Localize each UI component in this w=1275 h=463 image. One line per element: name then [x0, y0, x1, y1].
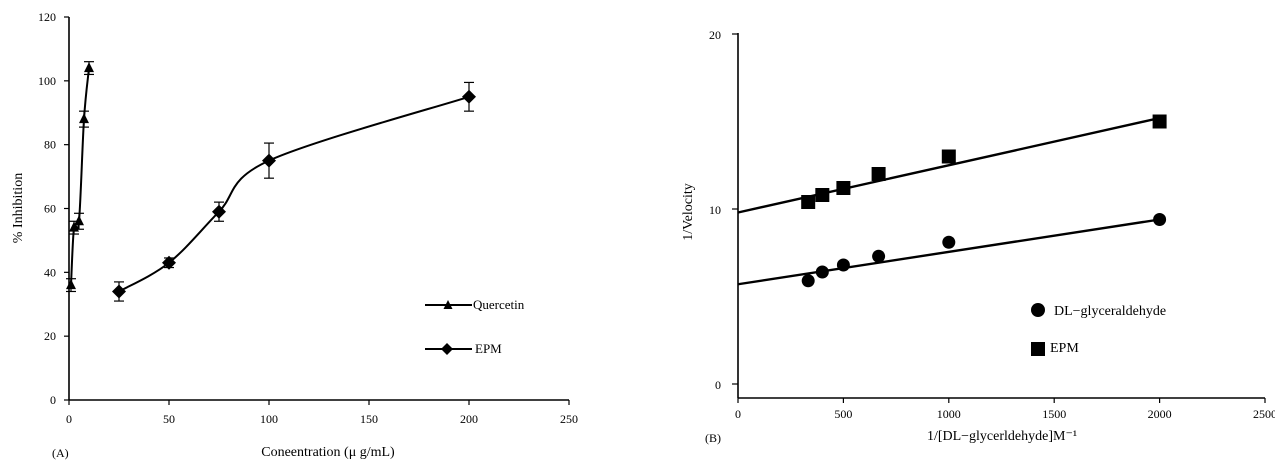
- panel-a-ylabel: % Inhibition: [11, 173, 26, 243]
- panel-b-x-ticks: 0 500 1000 1500 2000 2500: [735, 398, 1275, 421]
- data-point-quercetin: [66, 279, 76, 290]
- panel-b-xlabel: 1/[DL−glycerldehyde]M⁻¹: [927, 429, 1077, 444]
- data-point-dl-glyceraldehyde: [942, 235, 956, 249]
- legend-marker-triangle: [443, 300, 453, 309]
- y-tick-label: 0: [715, 378, 721, 392]
- series-line-epm: [118, 95, 470, 293]
- legend-label-epm-b: EPM: [1050, 341, 1079, 356]
- data-point-quercetin: [84, 62, 94, 73]
- panel-a-legend: Quercetin EPM: [425, 297, 525, 356]
- series-line-quercetin: [70, 67, 90, 286]
- fit-line-dl-glyceraldehyde: [737, 218, 1160, 286]
- y-tick-label: 100: [38, 74, 56, 88]
- data-point-epm: [162, 255, 176, 270]
- x-tick-label: 2000: [1148, 407, 1172, 421]
- data-point-epm: [941, 149, 956, 164]
- legend-label-dl-glyceraldehyde: DL−glyceraldehyde: [1054, 304, 1166, 319]
- data-point-epm: [871, 167, 886, 181]
- data-point-dl-glyceraldehyde: [801, 274, 815, 288]
- x-tick-label: 150: [360, 412, 378, 426]
- data-point-dl-glyceraldehyde: [836, 258, 850, 272]
- panel-b-legend: DL−glyceraldehyde EPM: [1031, 303, 1166, 356]
- panel-a-plot-area: [66, 61, 476, 302]
- legend-item-dl-glyceraldehyde: DL−glyceraldehyde: [1031, 303, 1166, 319]
- data-point-epm: [112, 284, 126, 299]
- data-point-epm: [836, 181, 851, 195]
- data-point-epm: [801, 195, 816, 209]
- x-tick-label: 500: [834, 407, 852, 421]
- legend-item-epm: EPM: [425, 341, 502, 356]
- x-tick-label: 250: [560, 412, 578, 426]
- x-tick-label: 1000: [937, 407, 961, 421]
- y-tick-label: 20: [44, 329, 56, 343]
- panel-b-ylabel: 1/Velocity: [681, 183, 696, 241]
- x-tick-label: 1500: [1042, 407, 1066, 421]
- panel-a-y-ticks: 0 20 40 60 80 100 120: [38, 10, 69, 407]
- data-point-epm: [462, 89, 476, 104]
- x-tick-label: 200: [460, 412, 478, 426]
- panel-a-xlabel: Coneentration (μ g/mL): [261, 445, 395, 460]
- y-tick-label: 40: [44, 265, 56, 279]
- data-point-epm: [262, 153, 276, 168]
- data-point-epm: [1152, 114, 1167, 129]
- legend-label-quercetin: Quercetin: [473, 297, 525, 312]
- panel-a: 0 20 40 60 80 100 120 0 50 100 150 200 250 % Inhibi…: [11, 10, 578, 460]
- y-tick-label: 0: [50, 393, 56, 407]
- data-point-epm: [815, 188, 830, 202]
- panel-b: 0 10 20 0 500 1000 1500 2000 2500 1/Velocity 1/…: [681, 28, 1275, 445]
- data-point-dl-glyceraldehyde: [872, 249, 886, 263]
- x-tick-label: 50: [163, 412, 175, 426]
- legend-label-epm: EPM: [475, 341, 502, 356]
- data-point-quercetin: [79, 113, 89, 124]
- x-tick-label: 100: [260, 412, 278, 426]
- legend-item-epm-b: EPM: [1031, 341, 1079, 356]
- legend-item-quercetin: Quercetin: [425, 297, 525, 312]
- legend-marker-square: [1031, 342, 1045, 356]
- x-tick-label: 0: [735, 407, 741, 421]
- legend-marker-diamond: [441, 343, 453, 355]
- x-tick-label: 2500: [1253, 407, 1275, 421]
- panel-a-label: (A): [52, 446, 69, 460]
- y-tick-label: 10: [709, 203, 721, 217]
- y-tick-label: 80: [44, 138, 56, 152]
- y-tick-label: 60: [44, 202, 56, 216]
- legend-marker-circle: [1031, 303, 1045, 317]
- panel-b-label: (B): [705, 431, 721, 445]
- panel-b-plot-area: [737, 114, 1167, 288]
- y-tick-label: 20: [709, 28, 721, 42]
- data-point-quercetin: [74, 215, 84, 226]
- panel-a-x-ticks: 0 50 100 150 200 250: [66, 400, 578, 426]
- data-point-dl-glyceraldehyde: [815, 265, 829, 279]
- y-tick-label: 120: [38, 10, 56, 24]
- data-point-epm: [212, 204, 226, 219]
- data-point-dl-glyceraldehyde: [1153, 213, 1167, 226]
- x-tick-label: 0: [66, 412, 72, 426]
- panel-b-y-ticks: 0 10 20: [709, 28, 738, 392]
